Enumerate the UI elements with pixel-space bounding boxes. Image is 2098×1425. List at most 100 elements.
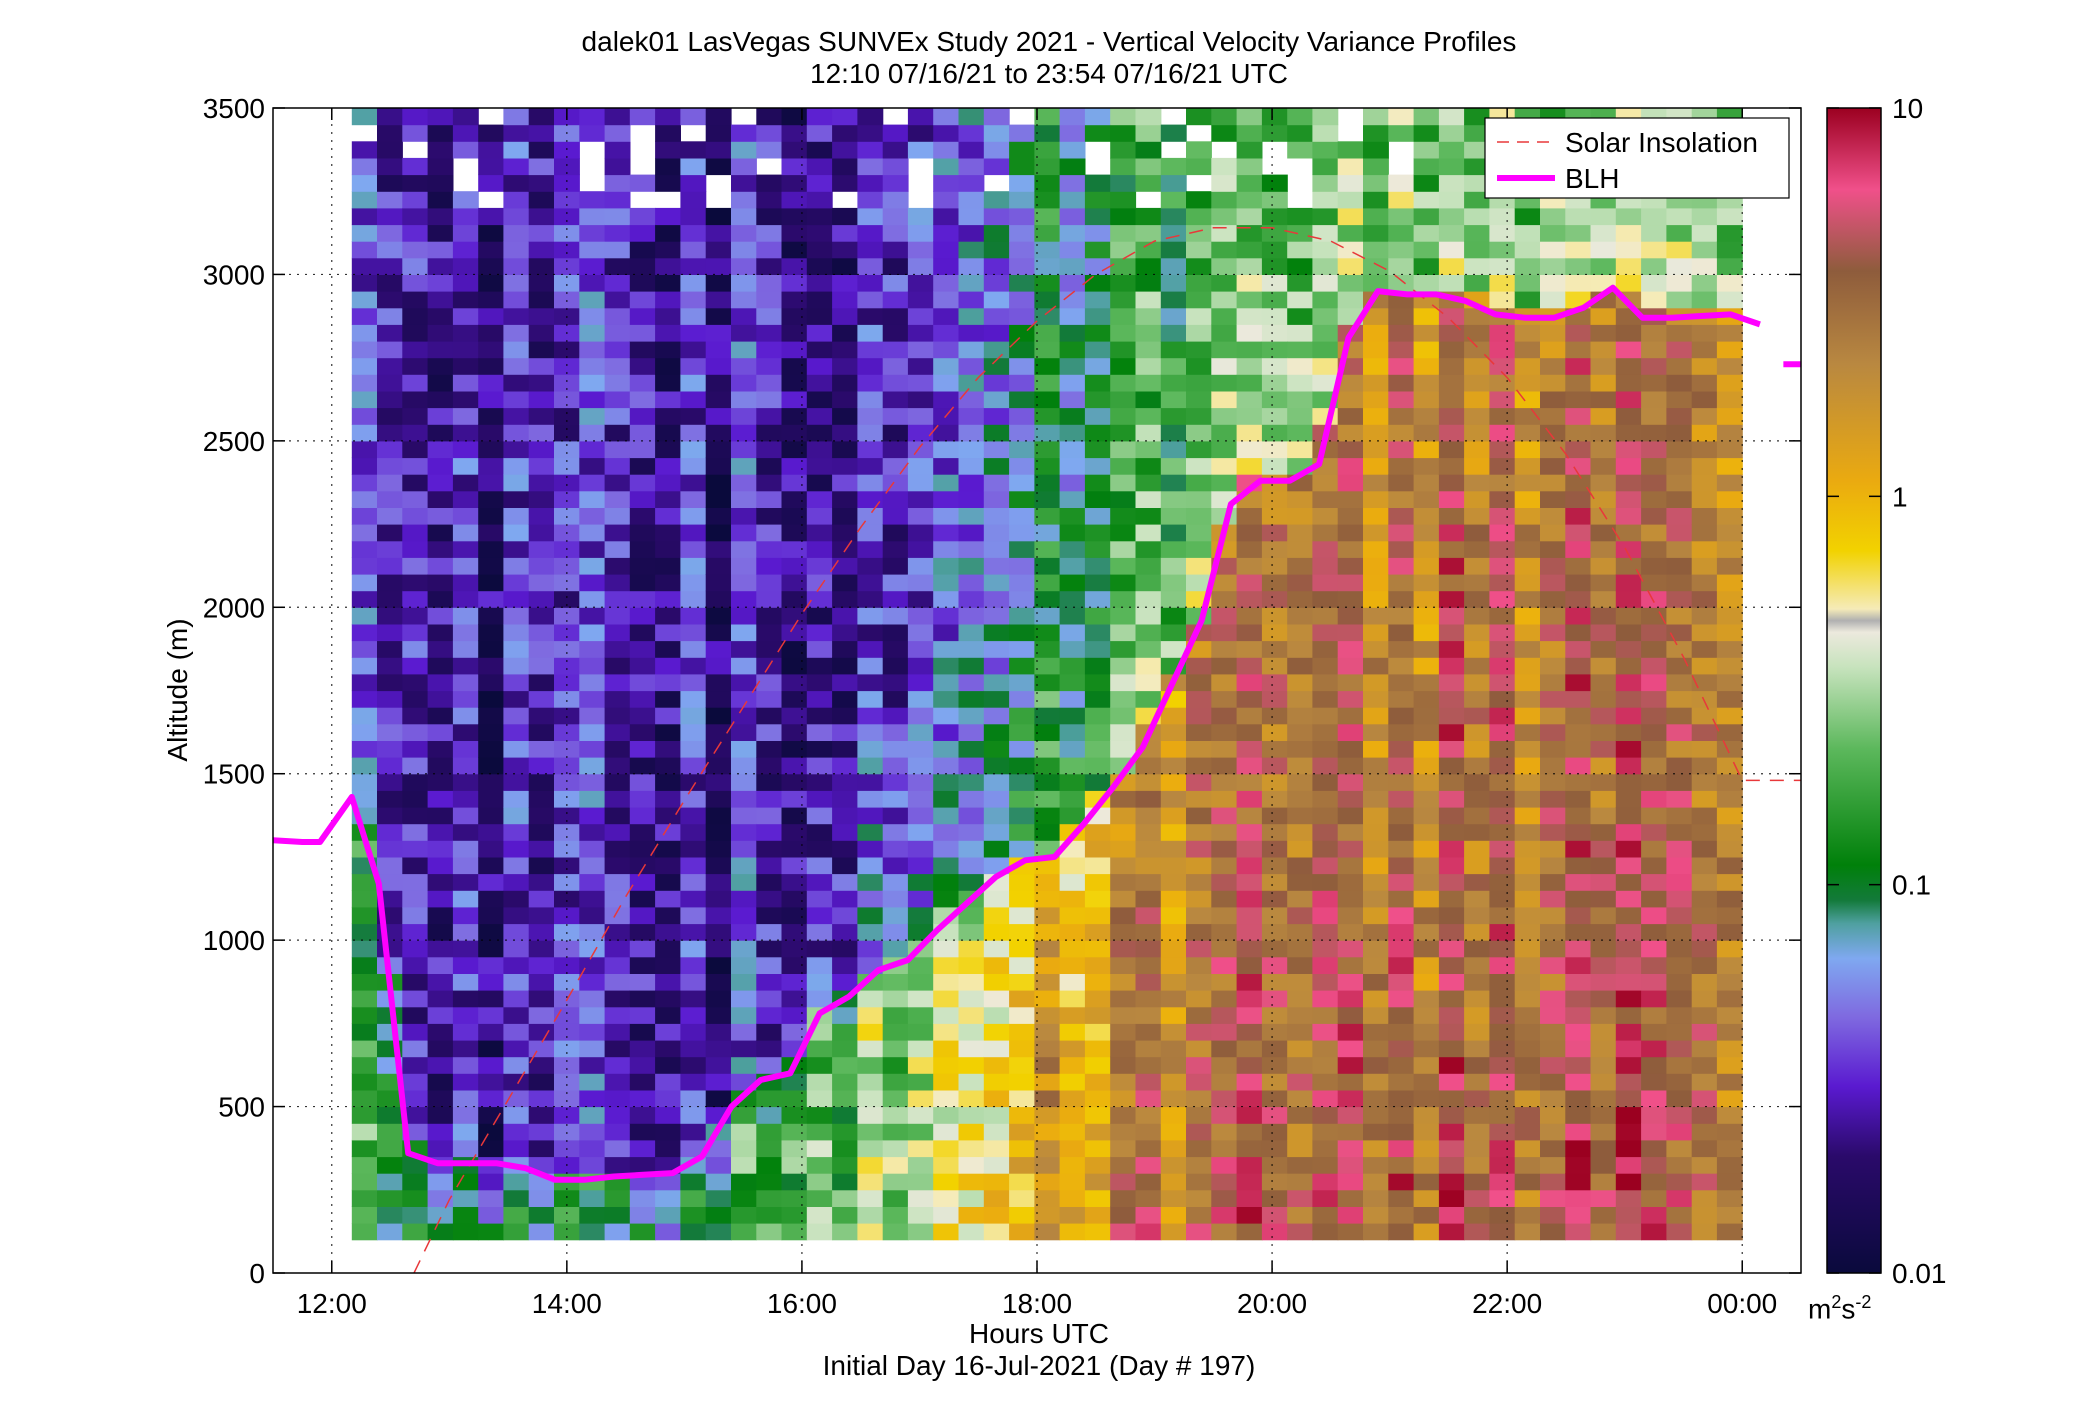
heatmap-cell [781,490,808,508]
heatmap-cell [1363,940,1389,958]
heatmap-cell [1236,807,1263,825]
heatmap-cell [1337,1040,1364,1058]
heatmap-cell [857,457,884,475]
heatmap-cell [579,108,606,126]
heatmap-cell [655,607,681,625]
heatmap-cell [983,274,1010,292]
heatmap-cell [604,1006,631,1024]
heatmap-cell [907,690,934,708]
heatmap-cell [1666,574,1693,592]
heatmap-cell [1691,940,1718,958]
heatmap-cell [427,890,454,908]
heatmap-cell [1034,690,1061,708]
heatmap-cell [907,1006,934,1024]
heatmap-cell [351,574,378,592]
heatmap-cell [1287,307,1314,325]
heatmap-cell [1590,207,1617,226]
heatmap-cell [705,574,732,592]
heatmap-cell [1641,757,1667,775]
heatmap-cell [1514,873,1541,891]
heatmap-cell [882,673,909,692]
heatmap-cell [377,440,403,459]
heatmap-cell [882,174,909,192]
heatmap-cell [731,956,757,974]
heatmap-cell [832,490,858,508]
heatmap-cell [604,1023,631,1041]
heatmap-cell [1615,341,1642,359]
heatmap-cell [1438,191,1465,209]
heatmap-cell [1489,1173,1516,1191]
heatmap-cell [1590,1073,1617,1091]
heatmap-cell [705,707,732,725]
heatmap-cell [1565,1123,1592,1141]
heatmap-cell [1287,524,1314,542]
heatmap-cell [503,823,530,841]
heatmap-cell [958,324,985,342]
heatmap-cell [452,757,479,775]
heatmap-cell [806,673,833,692]
heatmap-cell [832,390,858,409]
heatmap-cell [1514,856,1541,875]
heatmap-cell [1312,873,1339,891]
heatmap-cell [806,457,833,475]
heatmap-cell [1666,723,1693,741]
heatmap-cell [503,757,530,775]
heatmap-cell [1641,457,1667,475]
heatmap-cell [1059,590,1086,608]
heatmap-cell [857,690,884,708]
heatmap-cell [478,740,505,758]
heatmap-cell [756,590,783,608]
heatmap-cell [579,257,606,275]
heatmap-cell [1388,956,1415,974]
heatmap-cell [1691,1006,1718,1024]
heatmap-cell [1666,840,1693,858]
heatmap-cell [806,1156,833,1174]
heatmap-cell [1489,1056,1516,1074]
heatmap-cell [1716,823,1743,841]
heatmap-cell [1110,623,1137,642]
heatmap-cell [554,657,580,675]
heatmap-cell [1666,1056,1693,1074]
heatmap-cell [857,357,884,375]
heatmap-cell [1211,623,1238,642]
heatmap-cell [351,274,378,292]
heatmap-cell [1590,574,1617,592]
heatmap-cell [1009,823,1035,841]
heatmap-cell [1337,574,1364,592]
heatmap-cell [781,457,808,475]
heatmap-cell [705,657,732,675]
heatmap-cell [1464,540,1490,558]
heatmap-cell [1160,1073,1187,1091]
heatmap-cell [1666,224,1693,242]
heatmap-cell [1160,807,1187,825]
heatmap-cell [1716,723,1743,741]
heatmap-cell [1110,524,1137,542]
heatmap-cell [705,973,732,991]
heatmap-cell [1489,291,1516,309]
heatmap-cell [1236,557,1263,575]
heatmap-cell [1413,1056,1440,1074]
heatmap-cell [1186,157,1212,176]
heatmap-cell [781,956,808,974]
heatmap-cell [528,1073,555,1091]
heatmap-cell [1565,457,1592,475]
heatmap-cell [1059,291,1086,309]
heatmap-cell [781,623,808,642]
heatmap-cell [907,1073,934,1091]
heatmap-cell [1641,1056,1667,1074]
heatmap-cell [857,923,884,941]
heatmap-cell [1186,973,1212,991]
heatmap-cell [832,690,858,708]
heatmap-cell [857,890,884,908]
heatmap-cell [554,357,580,375]
heatmap-cell [1312,707,1339,725]
heatmap-cell [528,1040,555,1058]
heatmap-cell [1464,906,1490,925]
heatmap-cell [503,540,530,558]
heatmap-cell [1211,707,1238,725]
heatmap-cell [503,1106,530,1124]
heatmap-cell [1236,640,1263,658]
heatmap-cell [1312,1173,1339,1191]
heatmap-cell [1716,540,1743,558]
heatmap-cell [1540,607,1566,625]
